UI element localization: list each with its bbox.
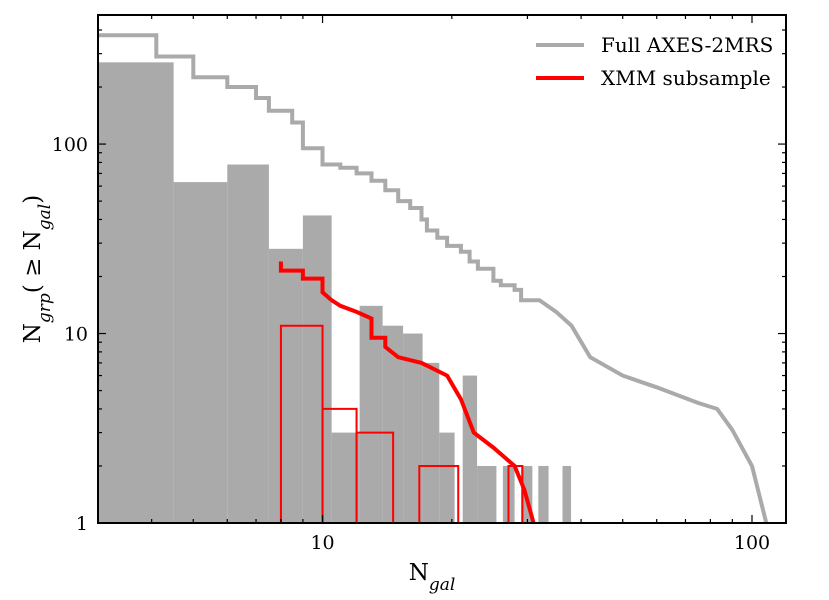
cumulative-full-line — [98, 33, 769, 523]
y-tick-label-10: 10 — [64, 324, 88, 346]
hist-full-bar-9 — [422, 362, 440, 523]
hist-full-bar-10 — [439, 432, 455, 523]
hist-full-bar-4 — [302, 215, 332, 523]
hist-xmm-step-3 — [418, 464, 460, 523]
hist-full-bar-3 — [268, 248, 303, 523]
hist-full-bar-15 — [538, 465, 549, 523]
y-axis-label: Ngrp( ≥ Ngal) — [20, 195, 55, 343]
hist-full-bar-16 — [562, 465, 572, 523]
hist-full-bar-11 — [462, 375, 478, 523]
hist-full-bar-8 — [403, 333, 423, 523]
y-tick-label-1: 1 — [76, 513, 88, 535]
cumulative-xmm-line — [278, 261, 536, 523]
legend-label-full: Full AXES-2MRS — [601, 33, 773, 57]
hist-full-bar-5 — [331, 432, 360, 523]
hist-xmm-step-2 — [355, 431, 395, 523]
hist-full-bar-2 — [227, 164, 269, 523]
axis-ticks — [97, 15, 786, 524]
hist-full-bar-7 — [382, 325, 404, 523]
x-tick-label-10: 10 — [310, 532, 334, 554]
legend-label-xmm: XMM subsample — [601, 66, 771, 90]
x-tick-label-100: 100 — [734, 532, 770, 554]
plot-frame — [97, 14, 787, 524]
hist-full-bar-0 — [98, 62, 174, 523]
plot-content — [98, 33, 769, 523]
legend: Full AXES-2MRS XMM subsample — [536, 33, 773, 90]
y-tick-label-100: 100 — [52, 134, 88, 156]
x-axis-label: Ngal — [409, 560, 456, 595]
hist-full-bar-6 — [359, 305, 383, 523]
hist-full-bar-1 — [173, 182, 228, 523]
hist-full-bar-12 — [477, 465, 497, 523]
